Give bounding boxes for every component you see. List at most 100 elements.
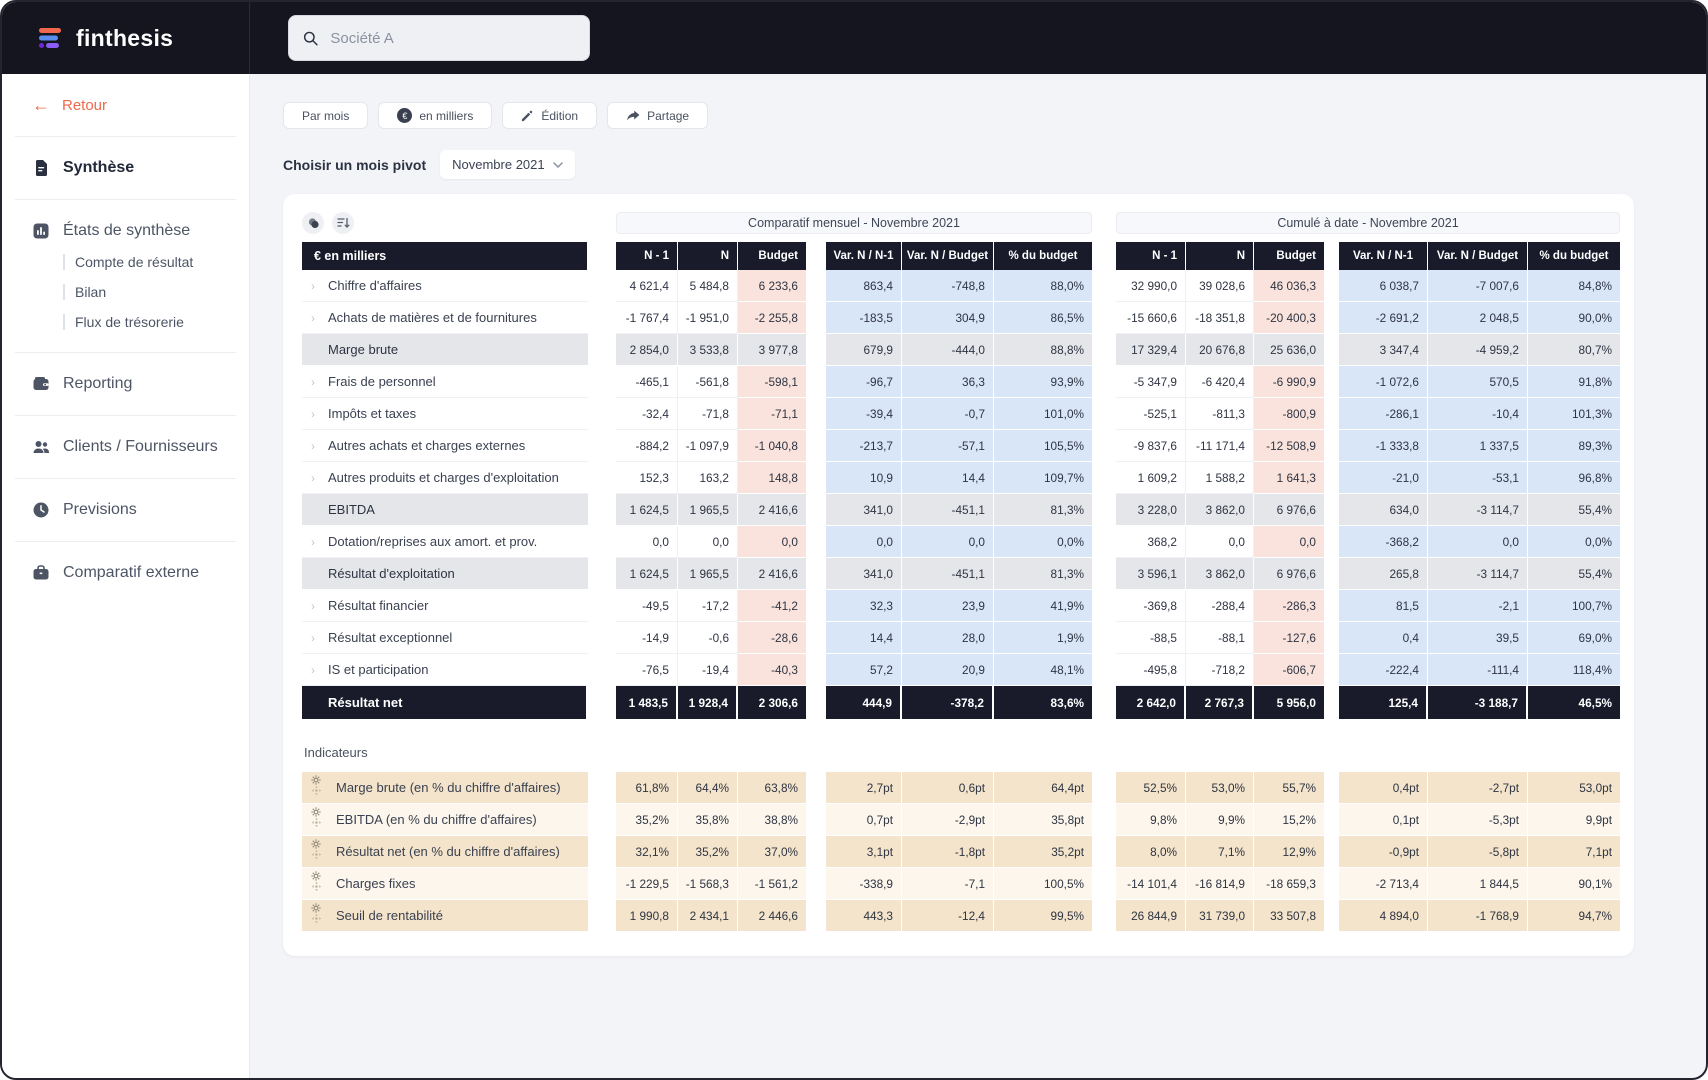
brand[interactable]: finthesis — [2, 2, 250, 74]
chevron-right-icon[interactable]: › — [311, 278, 315, 293]
move-icon[interactable] — [311, 850, 321, 859]
chevron-right-icon[interactable]: › — [311, 470, 315, 485]
pivot-month-select[interactable]: Novembre 2021 — [440, 150, 575, 179]
cell: -53,1 — [1428, 462, 1528, 494]
search-input[interactable] — [328, 28, 575, 48]
sidebar-item-clients-fournisseurs[interactable]: Clients / Fournisseurs — [32, 438, 236, 456]
cell: 89,3% — [1528, 430, 1620, 462]
chevron-right-icon[interactable]: › — [311, 598, 315, 613]
indicator-controls[interactable] — [311, 807, 321, 827]
theme-icon-button[interactable] — [302, 212, 324, 234]
search-bar[interactable] — [288, 15, 590, 61]
table-row: Résultat d'exploitation 1 624,5 1 965,5 2 4… — [302, 558, 1620, 590]
sidebar-section-reporting: Reporting — [15, 353, 236, 416]
cell: 679,9 — [826, 334, 902, 366]
chevron-right-icon[interactable]: › — [311, 630, 315, 645]
cell: 118,4% — [1528, 654, 1620, 686]
cell: -1 097,9 — [678, 430, 738, 462]
sidebar-item-synthese[interactable]: Synthèse — [32, 159, 236, 177]
cell: 69,0% — [1528, 622, 1620, 654]
cell: 81,3% — [994, 558, 1092, 590]
cell: -14,9 — [616, 622, 678, 654]
move-icon[interactable] — [311, 882, 321, 891]
move-icon[interactable] — [311, 818, 321, 827]
sidebar-item-previsions[interactable]: Previsions — [32, 501, 236, 519]
indicator-controls[interactable] — [311, 839, 321, 859]
sidebar-item-compte-de-resultat[interactable]: Compte de résultat — [63, 254, 236, 270]
search-icon — [303, 31, 318, 45]
sidebar-item-comparatif-externe[interactable]: Comparatif externe — [32, 564, 236, 582]
edition-button[interactable]: Édition — [502, 102, 598, 129]
cell: 64,4pt — [994, 772, 1092, 804]
cell: 5 956,0 — [1254, 686, 1324, 719]
gear-icon[interactable] — [311, 903, 321, 913]
main-content: Par mois € en milliers Édition Parta — [250, 74, 1706, 1078]
move-icon[interactable] — [311, 786, 321, 795]
sidebar-section-comparatif: Comparatif externe — [15, 542, 236, 604]
cell: 48,1% — [994, 654, 1092, 686]
cell: -7,1 — [902, 868, 994, 900]
nav-label: Comparatif externe — [63, 564, 200, 581]
chevron-right-icon[interactable]: › — [311, 534, 315, 549]
column-header: N - 1 — [616, 242, 678, 270]
cell: 0,0 — [826, 526, 902, 558]
indicators-title: Indicateurs — [304, 745, 368, 760]
sidebar-section-previsions: Previsions — [15, 479, 236, 542]
gear-icon[interactable] — [311, 807, 321, 817]
cell: -4 959,2 — [1428, 334, 1528, 366]
chevron-right-icon[interactable]: › — [311, 662, 315, 677]
cell: 25 636,0 — [1254, 334, 1324, 366]
cell: 1 483,5 — [616, 686, 678, 719]
row-label: › Chiffre d'affaires — [302, 270, 588, 302]
gear-icon[interactable] — [311, 839, 321, 849]
sort-icon-button[interactable] — [332, 212, 354, 234]
cell: 863,4 — [826, 270, 902, 302]
indicator-controls[interactable] — [311, 903, 321, 923]
cell: 14,4 — [902, 462, 994, 494]
cell: 0,6pt — [902, 772, 994, 804]
cell: 12,9% — [1254, 836, 1324, 868]
gear-icon[interactable] — [311, 775, 321, 785]
en-milliers-button[interactable]: € en milliers — [378, 102, 493, 129]
cell: 39,5 — [1428, 622, 1528, 654]
cell: 368,2 — [1116, 526, 1186, 558]
chevron-right-icon[interactable]: › — [311, 438, 315, 453]
cell: -32,4 — [616, 398, 678, 430]
pivot-value: Novembre 2021 — [452, 157, 545, 172]
chevron-right-icon[interactable]: › — [311, 374, 315, 389]
cell: 93,9% — [994, 366, 1092, 398]
euro-icon: € — [397, 108, 413, 123]
sidebar-item-flux-de-tresorerie[interactable]: Flux de trésorerie — [63, 314, 236, 330]
cell: 265,8 — [1339, 558, 1428, 590]
cell: 0,4 — [1339, 622, 1428, 654]
move-icon[interactable] — [311, 914, 321, 923]
indicator-row: Marge brute (en % du chiffre d'affaires)… — [302, 772, 1620, 804]
chevron-right-icon[interactable]: › — [311, 406, 315, 421]
cell: -16 814,9 — [1186, 868, 1254, 900]
cell: -451,1 — [902, 558, 994, 590]
column-header: Budget — [1254, 242, 1324, 270]
gear-icon[interactable] — [311, 871, 321, 881]
indicator-controls[interactable] — [311, 775, 321, 795]
cell: 2 416,6 — [738, 494, 806, 526]
sidebar-item-reporting[interactable]: Reporting — [32, 375, 236, 393]
par-mois-button[interactable]: Par mois — [283, 102, 369, 129]
indicator-controls[interactable] — [311, 871, 321, 891]
cell: -1 568,3 — [678, 868, 738, 900]
cell: 2 854,0 — [616, 334, 678, 366]
cell: -7 007,6 — [1428, 270, 1528, 302]
cell: -9 837,6 — [1116, 430, 1186, 462]
row-label: Marge brute — [302, 334, 588, 366]
arrow-left-icon: ← — [32, 95, 50, 115]
nav-label: Reporting — [63, 375, 133, 392]
cell: 2 446,6 — [738, 900, 806, 932]
sidebar-item-etats-de-synthese[interactable]: États de synthèse — [32, 222, 236, 240]
chevron-right-icon[interactable]: › — [311, 310, 315, 325]
back-label: Retour — [62, 96, 108, 114]
sidebar-item-bilan[interactable]: Bilan — [63, 284, 236, 300]
cell: -222,4 — [1339, 654, 1428, 686]
sidebar-item-retour[interactable]: ← Retour — [32, 96, 236, 114]
cell: 2 434,1 — [678, 900, 738, 932]
partage-button[interactable]: Partage — [607, 102, 709, 129]
